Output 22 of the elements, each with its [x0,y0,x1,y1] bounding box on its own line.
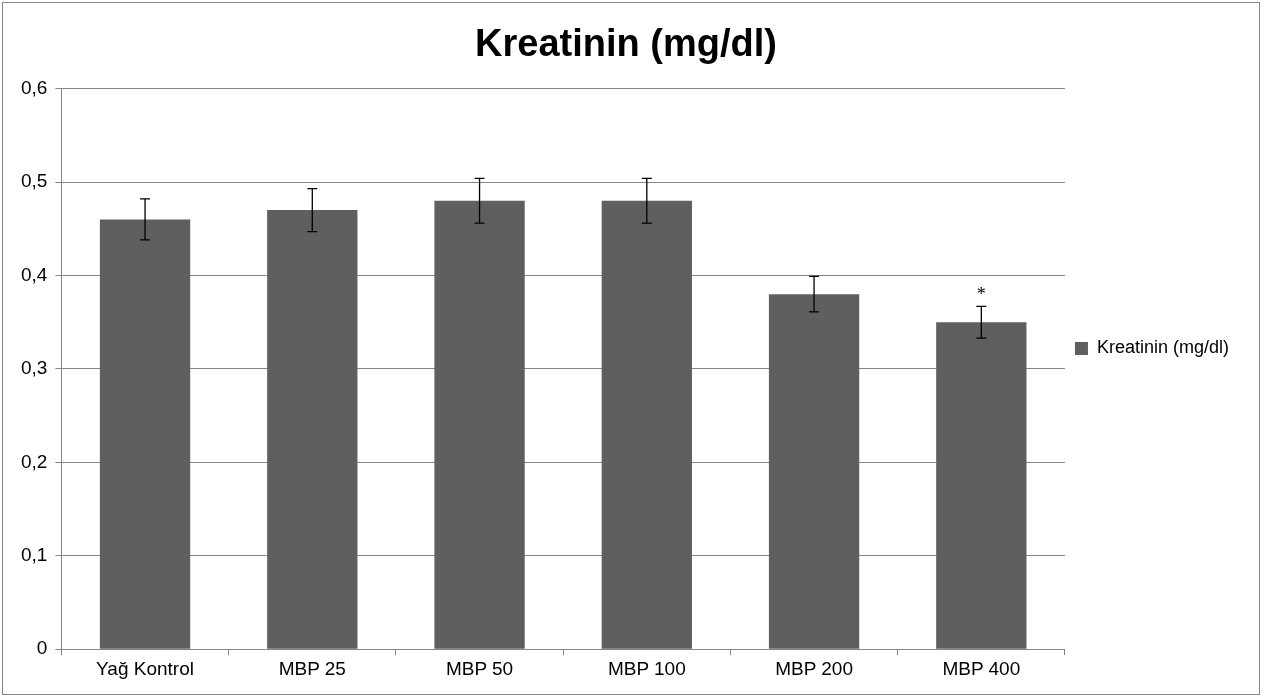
legend-label: Kreatinin (mg/dl) [1096,337,1229,358]
bar [936,322,1027,649]
y-tick-label: 0,5 [20,170,48,192]
y-tick-label: 0,1 [20,544,48,565]
bar [267,210,358,649]
y-tick-label: 0,4 [20,263,48,285]
x-tick-label: MBP 400 [942,657,1021,679]
x-tick-label: MBP 25 [278,657,346,679]
bar [434,200,525,649]
x-tick-label: MBP 200 [775,657,853,679]
y-tick-label: 0,6 [20,76,48,98]
bar [601,200,692,649]
bar [768,294,860,649]
y-tick-label: 0,3 [20,357,48,379]
x-tick-label: Yağ Kontrol [96,657,194,679]
chart-title: Kreatinin (mg/dl) [475,22,777,65]
bar [99,219,191,649]
x-tick-label: MBP 100 [607,657,686,679]
x-tick-label: MBP 50 [445,657,514,679]
y-tick-label: 0 [36,637,48,659]
annotation: * [976,284,986,305]
y-tick-label: 0,2 [20,450,48,472]
